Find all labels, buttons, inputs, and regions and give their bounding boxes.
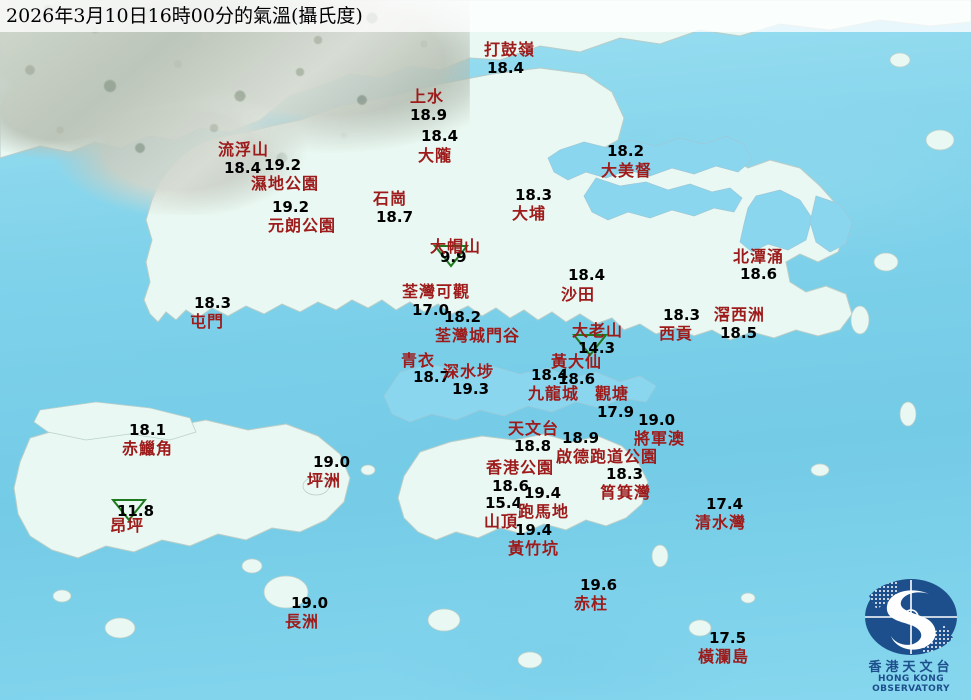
station-value: 11.8 (117, 502, 155, 520)
station-name: 荃灣可觀 (402, 282, 471, 301)
station-name: 天文台 (508, 419, 560, 438)
station-value: 18.9 (562, 429, 600, 447)
station-name: 赤鱲角 (122, 439, 174, 458)
station-value: 17.4 (706, 495, 744, 513)
station-name: 流浮山 (218, 140, 270, 159)
station-value: 18.3 (194, 294, 232, 312)
station-name: 九龍城 (528, 384, 580, 403)
station-name: 沙田 (561, 285, 596, 304)
elevation-triangle-icon (110, 499, 148, 522)
station-name: 滘西洲 (714, 305, 766, 324)
station-value: 18.5 (720, 324, 758, 342)
station-name: 大隴 (418, 146, 453, 165)
station-name: 長洲 (285, 612, 320, 631)
station-name: 跑馬地 (518, 502, 570, 521)
logo-name-zh: 香港天文台 (868, 660, 954, 675)
logo-name-en: HONG KONG OBSERVATORY (872, 674, 950, 694)
station-name: 大帽山 (430, 237, 482, 256)
station-value: 9.9 (440, 248, 467, 266)
elevation-triangle-icon (571, 334, 609, 357)
hko-emblem-icon (865, 579, 957, 655)
station-value: 18.9 (410, 106, 448, 124)
station-value: 18.8 (514, 437, 552, 455)
station-name: 荃灣城門谷 (435, 326, 521, 345)
station-name: 大埔 (512, 204, 547, 223)
station-value: 18.2 (444, 308, 482, 326)
station-value: 14.3 (578, 339, 616, 357)
station-value: 19.2 (264, 156, 302, 174)
station-value: 19.2 (272, 198, 310, 216)
satellite-texture-mainland (0, 0, 470, 215)
station-value: 17.5 (709, 629, 747, 647)
station-name: 打鼓嶺 (484, 40, 536, 59)
station-name: 筲箕灣 (600, 483, 652, 502)
station-value: 18.4 (568, 266, 606, 284)
station-name: 赤柱 (574, 594, 609, 613)
hko-logo: 香港天文台 HONG KONG OBSERVATORY (855, 578, 967, 696)
station-value: 19.3 (452, 380, 490, 398)
station-value: 18.1 (129, 421, 167, 439)
station-name: 清水灣 (695, 513, 747, 532)
station-value: 18.4 (224, 159, 262, 177)
station-name: 深水埗 (443, 362, 495, 381)
station-value: 17.0 (412, 301, 450, 319)
station-name: 青衣 (401, 351, 436, 370)
station-value: 18.3 (515, 186, 553, 204)
station-name: 山頂 (484, 512, 519, 531)
station-name: 屯門 (190, 312, 225, 331)
station-name: 黃竹坑 (508, 539, 560, 558)
station-name: 黃大仙 (551, 352, 603, 371)
station-value: 18.4 (421, 127, 459, 145)
station-value: 18.7 (413, 368, 451, 386)
station-name: 石崗 (373, 189, 408, 208)
station-value: 18.3 (663, 306, 701, 324)
station-name: 北潭涌 (733, 247, 785, 266)
station-value: 19.4 (524, 484, 562, 502)
station-name: 將軍澳 (634, 429, 686, 448)
station-value: 18.6 (492, 477, 530, 495)
station-name: 香港公園 (486, 458, 555, 477)
station-value: 18.3 (606, 465, 644, 483)
station-value: 19.0 (313, 453, 351, 471)
station-value: 17.9 (597, 403, 635, 421)
station-name: 橫瀾島 (698, 647, 750, 666)
station-value: 15.4 (485, 494, 523, 512)
station-value: 18.4 (487, 59, 525, 77)
station-value: 18.7 (376, 208, 414, 226)
station-name: 西貢 (659, 324, 694, 343)
station-value: 19.4 (515, 521, 553, 539)
station-name: 濕地公園 (251, 174, 320, 193)
station-value: 18.4 (531, 366, 569, 384)
title-bar (0, 0, 971, 32)
page-title: 2026年3月10日16時00分的氣溫(攝氏度) (6, 5, 363, 27)
station-name: 大美督 (601, 161, 653, 180)
station-name: 觀塘 (595, 384, 630, 403)
station-name: 啟德跑道公園 (556, 447, 659, 466)
station-value: 19.6 (580, 576, 618, 594)
station-name: 元朗公園 (268, 216, 337, 235)
station-name: 大老山 (572, 321, 624, 340)
station-value: 19.0 (638, 411, 676, 429)
station-value: 18.2 (607, 142, 645, 160)
station-value: 18.6 (558, 370, 596, 388)
elevation-triangle-icon (432, 245, 470, 268)
station-name: 坪洲 (307, 471, 342, 490)
station-name: 昂坪 (110, 516, 145, 535)
station-name: 上水 (410, 87, 445, 106)
station-value: 18.6 (740, 265, 778, 283)
station-value: 19.0 (291, 594, 329, 612)
